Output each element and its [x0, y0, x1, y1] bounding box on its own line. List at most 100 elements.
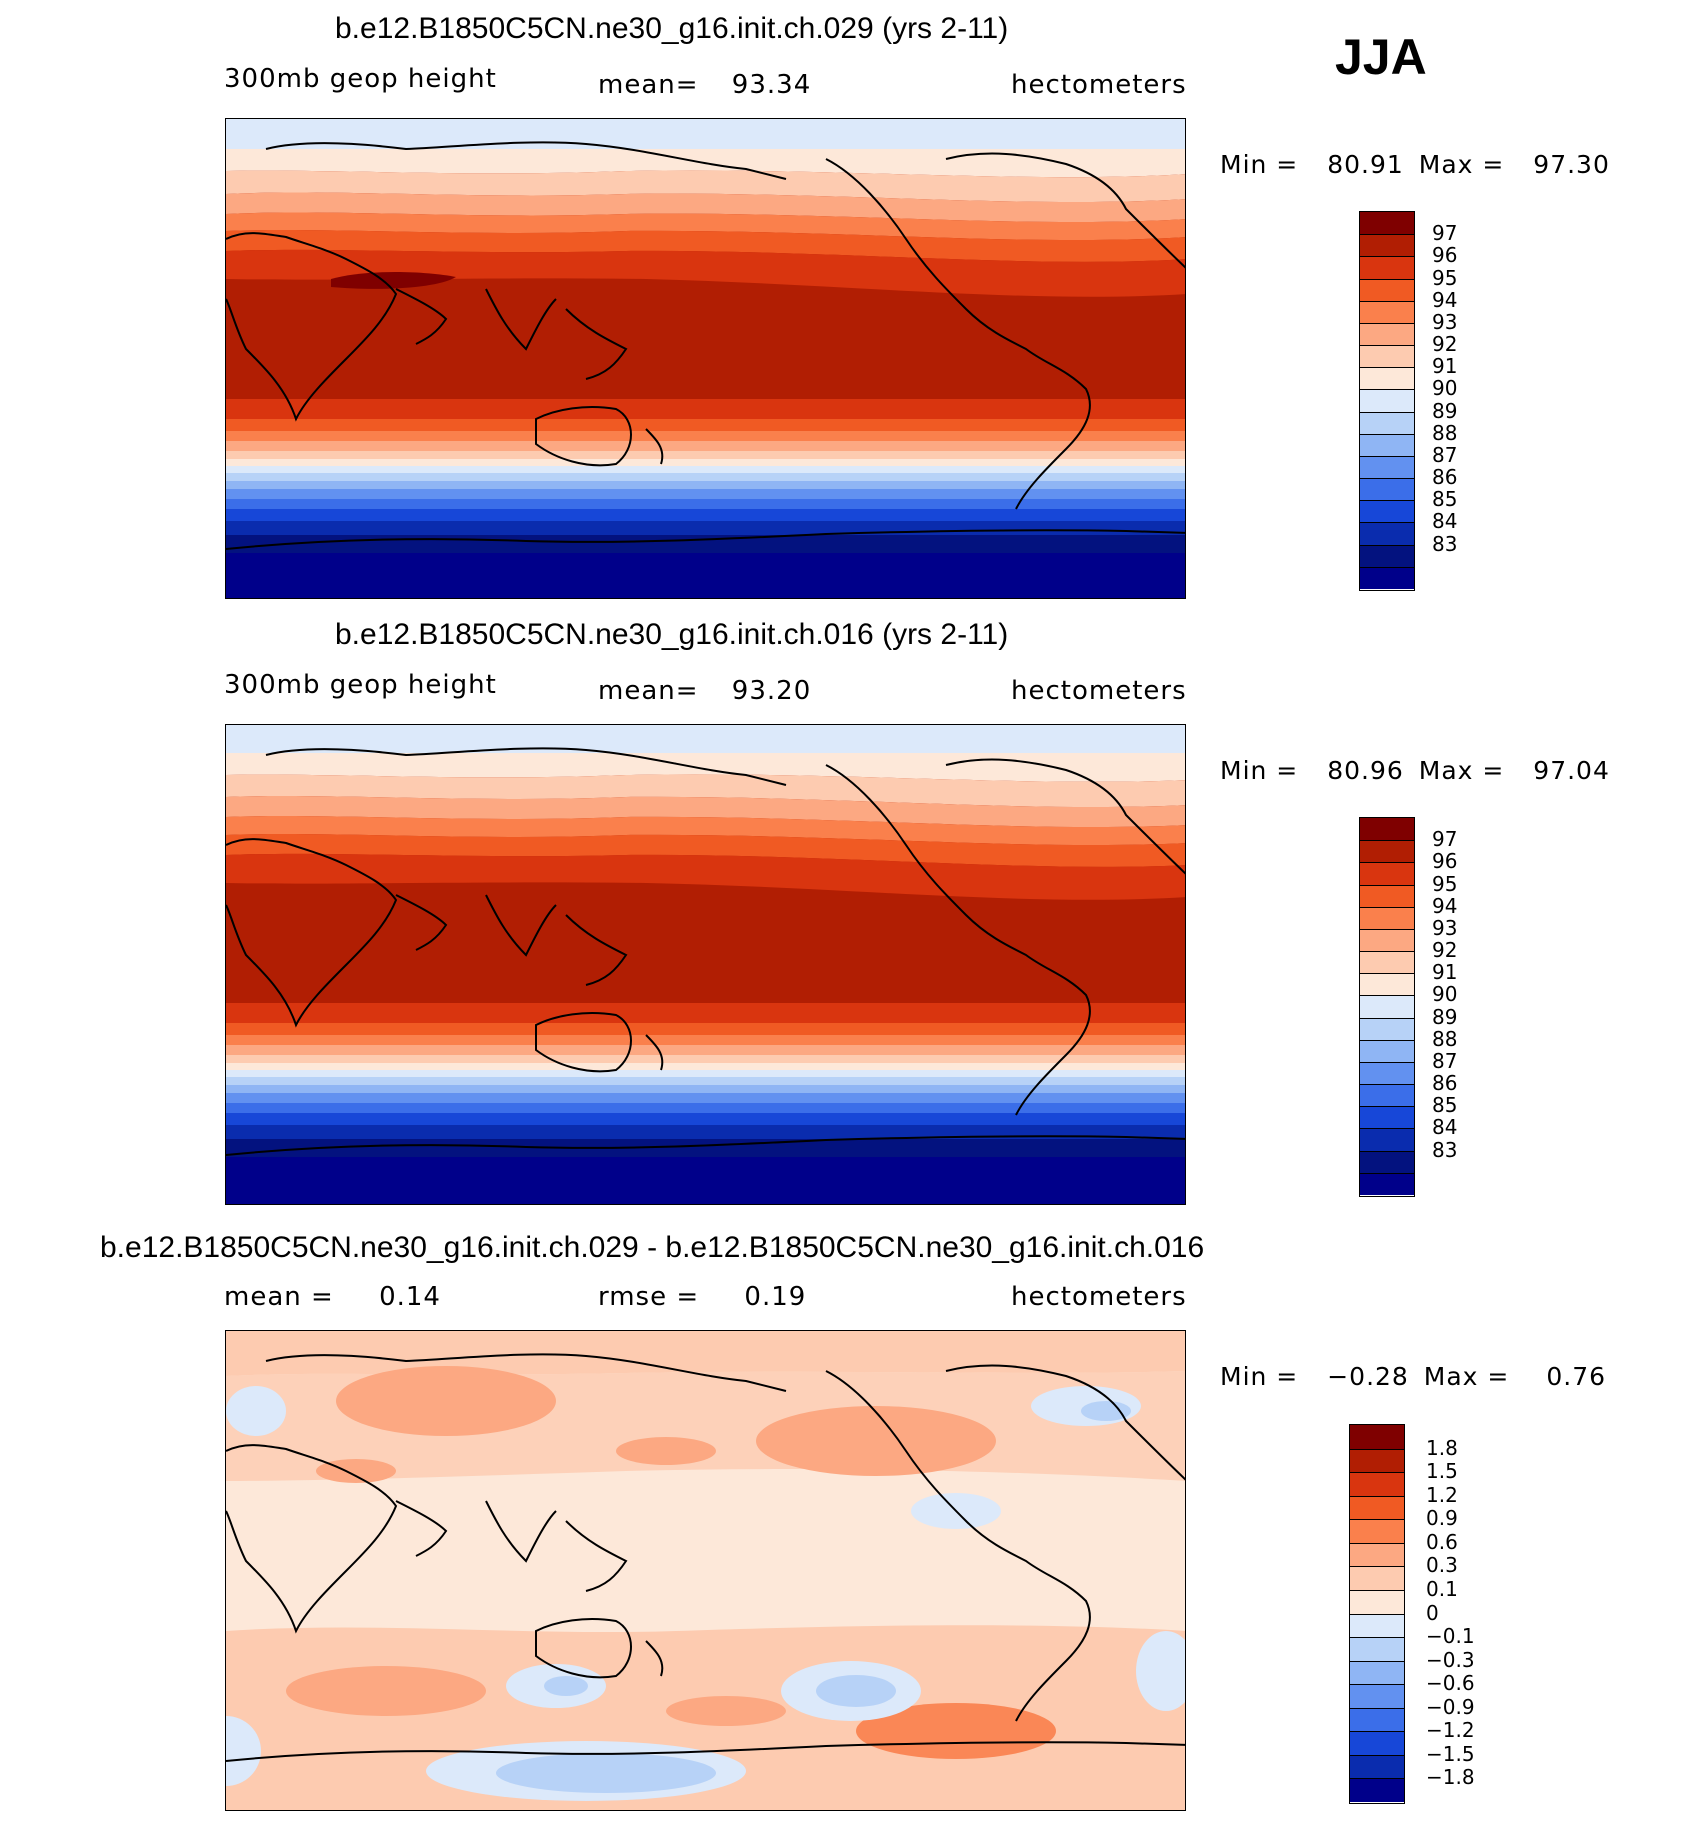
mean-text: mean = — [224, 1282, 334, 1312]
mean-value: 93.34 — [731, 70, 812, 100]
colorbar-segment — [1350, 1495, 1404, 1520]
colorbar-level-label: 0.9 — [1426, 1506, 1458, 1531]
colorbar-segment — [1360, 278, 1414, 301]
min-value: 80.91 — [1327, 150, 1404, 179]
map-geop-height-029 — [225, 118, 1186, 599]
colorbar-level-label: 91 — [1432, 354, 1458, 379]
colorbar-level-label: 85 — [1432, 1093, 1458, 1118]
colorbar-segment — [1360, 478, 1414, 501]
panel-title: b.e12.B1850C5CN.ne30_g16.init.ch.029 - b… — [100, 1231, 1205, 1264]
colorbar-segment — [1360, 840, 1414, 863]
colorbar-segment — [1360, 522, 1414, 545]
colorbar-segment — [1360, 367, 1414, 390]
colorbar-segment — [1360, 1061, 1414, 1085]
colorbar-segment — [1360, 1017, 1414, 1040]
map-graphic — [226, 119, 1185, 598]
max-value: 0.76 — [1546, 1362, 1607, 1391]
colorbar-segment — [1360, 345, 1414, 368]
colorbar-segment — [1360, 1150, 1414, 1173]
colorbar-segment — [1360, 300, 1414, 323]
rmse-label: rmse = 0.19 — [598, 1282, 806, 1312]
colorbar-segment — [1360, 884, 1414, 907]
colorbar-segment — [1360, 544, 1414, 567]
colorbar-segment — [1360, 256, 1414, 279]
colorbar-level-label: 84 — [1432, 1115, 1458, 1140]
colorbar-segment — [1350, 1684, 1404, 1708]
colorbar-level-label: 85 — [1432, 487, 1458, 512]
colorbar-level-label: 0.1 — [1426, 1576, 1458, 1601]
colorbar-segment — [1360, 1084, 1414, 1107]
mean-label: mean = 0.14 — [224, 1282, 441, 1312]
colorbar-level-label: 95 — [1432, 871, 1458, 896]
colorbar-level-label: −1.5 — [1426, 1741, 1475, 1766]
units-label: hectometers — [1011, 676, 1187, 706]
colorbar-level-label: 89 — [1432, 1004, 1458, 1029]
colorbar-level-label: 95 — [1432, 265, 1458, 290]
colorbar-level-label: 90 — [1432, 982, 1458, 1007]
min-text: Min = — [1220, 150, 1299, 179]
colorbar-segment — [1360, 862, 1414, 885]
colorbar-level-label: 1.8 — [1426, 1435, 1458, 1460]
units-label: hectometers — [1011, 70, 1187, 100]
map-geop-height-016 — [225, 724, 1186, 1205]
colorbar-level-label: 93 — [1432, 915, 1458, 940]
colorbar-segment — [1350, 1637, 1404, 1661]
colorbar-segment — [1350, 1778, 1404, 1802]
colorbar-level-label: 92 — [1432, 938, 1458, 963]
colorbar-segment — [1350, 1566, 1404, 1590]
colorbar-segment — [1360, 234, 1414, 257]
colorbar-segment — [1350, 1707, 1404, 1732]
colorbar-level-label: −0.3 — [1426, 1647, 1475, 1672]
min-max-readout: Min = −0.28 Max = 0.76 — [1220, 1362, 1606, 1391]
min-max-readout: Min = 80.96 Max = 97.04 — [1220, 756, 1610, 785]
colorbar-segment — [1360, 973, 1414, 996]
season-label: JJA — [1335, 29, 1427, 85]
colorbar-level-label: 86 — [1432, 465, 1458, 490]
colorbar-segment — [1350, 1472, 1404, 1496]
colorbar — [1349, 1424, 1405, 1804]
panel-title: b.e12.B1850C5CN.ne30_g16.init.ch.029 (yr… — [335, 12, 1009, 45]
colorbar-segment — [1360, 1106, 1414, 1129]
colorbar-level-label: 83 — [1432, 1137, 1458, 1162]
colorbar-segment — [1350, 1542, 1404, 1567]
colorbar-segment — [1360, 995, 1414, 1018]
colorbar-level-label: 1.2 — [1426, 1482, 1458, 1507]
colorbar-segment — [1360, 906, 1414, 929]
colorbar-level-label: 1.5 — [1426, 1459, 1458, 1484]
colorbar — [1359, 211, 1415, 591]
colorbar-segment — [1360, 951, 1414, 974]
colorbar-segment — [1350, 1448, 1404, 1473]
colorbar-level-label: 88 — [1432, 1026, 1458, 1051]
colorbar-segment — [1360, 212, 1414, 235]
colorbar-segment — [1360, 389, 1414, 412]
rmse-text: rmse = — [598, 1282, 700, 1312]
colorbar-segment — [1350, 1613, 1404, 1638]
colorbar-segment — [1350, 1425, 1404, 1449]
colorbar-segment — [1360, 818, 1414, 841]
colorbar-level-label: 97 — [1432, 827, 1458, 852]
colorbar-segment — [1360, 928, 1414, 952]
colorbar-segment — [1350, 1754, 1404, 1779]
colorbar-level-label: 89 — [1432, 398, 1458, 423]
colorbar-level-label: 94 — [1432, 287, 1458, 312]
mean-text: mean= — [598, 676, 699, 706]
variable-label: 300mb geop height — [224, 670, 497, 700]
colorbar-level-label: 94 — [1432, 893, 1458, 918]
colorbar-segment — [1360, 566, 1414, 589]
map-graphic — [226, 725, 1185, 1204]
colorbar-level-label: 84 — [1432, 509, 1458, 534]
min-max-readout: Min = 80.91 Max = 97.30 — [1220, 150, 1610, 179]
colorbar-level-label: 96 — [1432, 849, 1458, 874]
colorbar-level-label: −1.8 — [1426, 1765, 1475, 1790]
panel-title: b.e12.B1850C5CN.ne30_g16.init.ch.016 (yr… — [335, 618, 1009, 651]
colorbar-segment — [1360, 1172, 1414, 1195]
colorbar-level-label: 90 — [1432, 376, 1458, 401]
colorbar-level-label: 86 — [1432, 1071, 1458, 1096]
colorbar-segment — [1360, 1039, 1414, 1062]
mean-label: mean= 93.20 — [598, 676, 811, 706]
colorbar-level-label: 91 — [1432, 960, 1458, 985]
colorbar-level-label: 93 — [1432, 309, 1458, 334]
colorbar-segment — [1360, 500, 1414, 523]
colorbar-segment — [1360, 322, 1414, 346]
colorbar-level-label: 96 — [1432, 243, 1458, 268]
